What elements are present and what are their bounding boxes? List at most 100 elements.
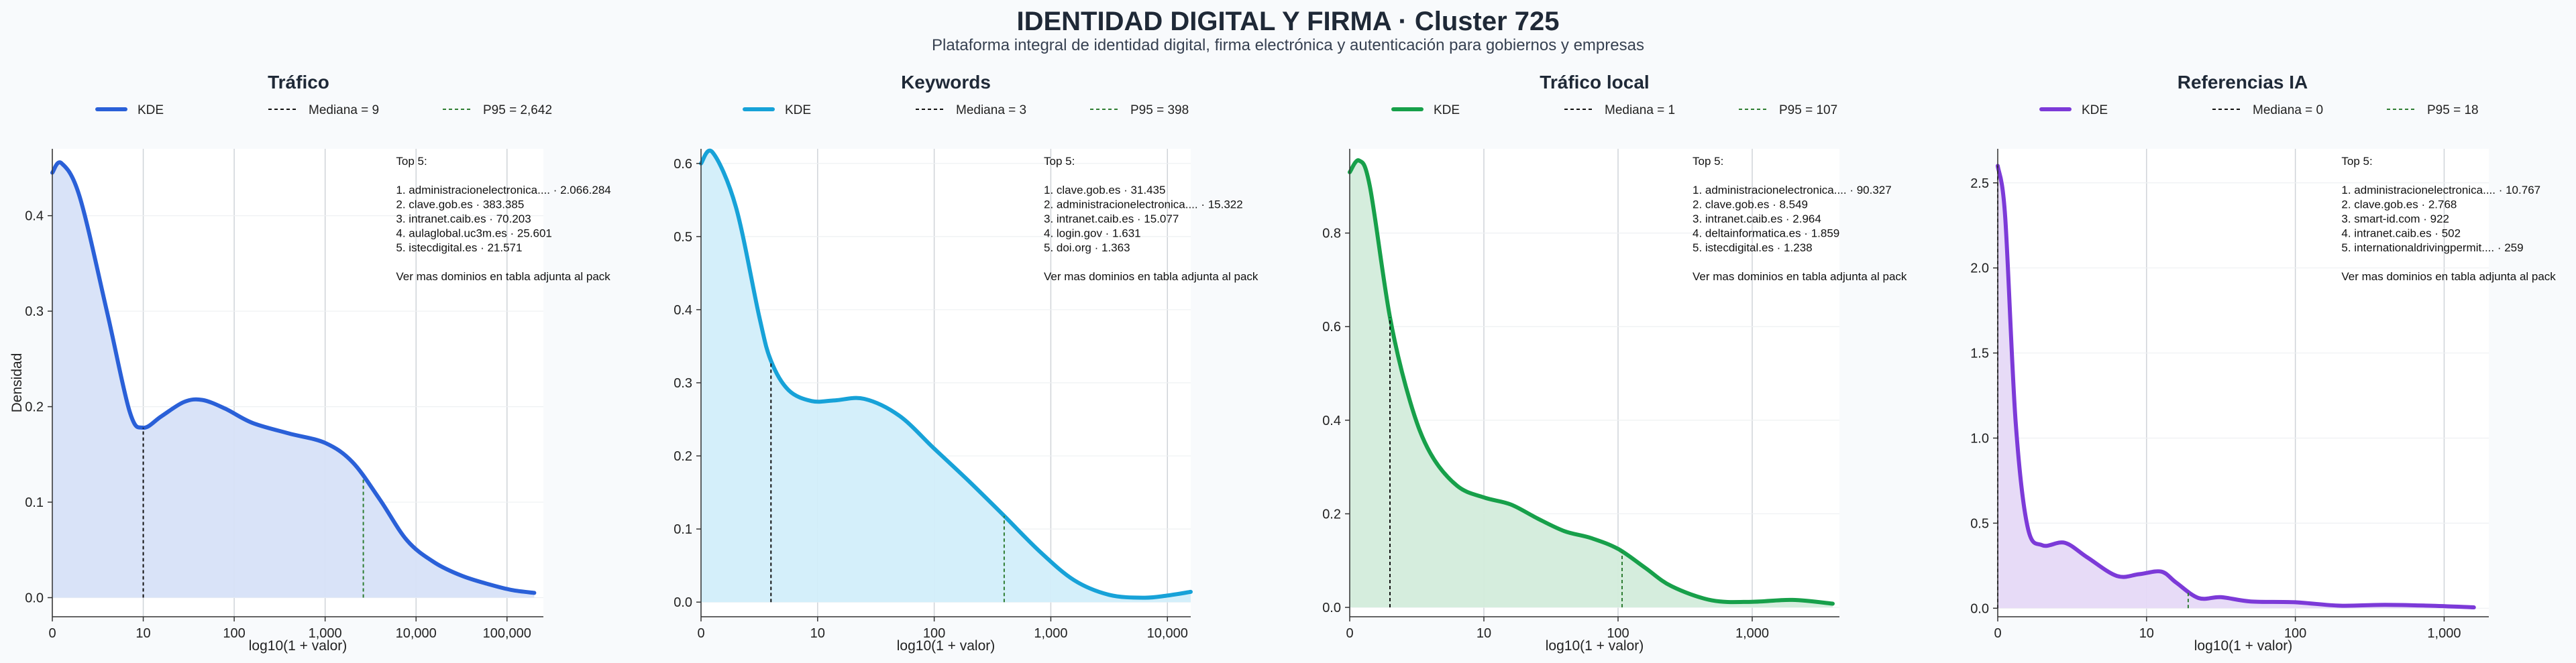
y-tick-label: 0.3: [674, 376, 692, 391]
top5-annotation-line: Top 5:: [396, 155, 427, 168]
x-axis-label: log10(1 + valor): [2194, 638, 2293, 654]
x-tick-label: 10: [1477, 626, 1491, 641]
top5-annotation-line: Ver mas dominios en tabla adjunta al pac…: [1693, 270, 1907, 283]
x-tick-label: 100,000: [483, 626, 531, 641]
top5-annotation-line: Ver mas dominios en tabla adjunta al pac…: [396, 270, 610, 283]
y-tick-label: 0.2: [674, 449, 692, 464]
top5-annotation-line: 5. istecdigital.es · 1.238: [1693, 241, 1813, 254]
plot-area: [1998, 149, 2489, 617]
top5-annotation-line: Top 5:: [1693, 155, 1723, 168]
x-tick-label: 0: [697, 626, 704, 641]
kde-line: [1996, 164, 2476, 609]
kde-line: [699, 148, 1193, 600]
y-tick-label: 0.8: [1322, 227, 1341, 241]
legend-label: KDE: [1434, 103, 1460, 117]
top5-annotation-line: 4. intranet.caib.es · 502: [2341, 227, 2461, 240]
x-tick-label: 100: [1607, 626, 1629, 641]
panel-title: Referencias IA: [2178, 72, 2308, 93]
y-tick-label: 0.0: [1322, 601, 1341, 615]
kde-area: [701, 150, 1191, 603]
x-axis-label: log10(1 + valor): [897, 638, 996, 654]
legend-label: P95 = 18: [2427, 103, 2479, 117]
x-tick-label: 1,000: [1034, 626, 1067, 641]
y-tick-label: 0.6: [1322, 320, 1341, 335]
y-tick-label: 0.3: [25, 304, 44, 319]
top5-annotation-line: 3. intranet.caib.es · 70.203: [396, 213, 531, 225]
y-tick-label: 0.1: [674, 522, 692, 537]
y-tick-label: 0.1: [25, 495, 44, 510]
top5-annotation-line: Ver mas dominios en tabla adjunta al pac…: [2341, 270, 2556, 283]
top5-annotation-line: Top 5:: [1044, 155, 1075, 168]
top5-annotation-line: 3. intranet.caib.es · 15.077: [1044, 213, 1179, 225]
chart-panel-4: 0 10 100 1,000 0.0 0.5 1.0 1.5 2.0 2.5 log10(1 + v…: [1970, 72, 2556, 654]
y-tick-label: 0.5: [1970, 516, 1989, 531]
top5-annotation-line: 2. clave.gob.es · 8.549: [1693, 198, 1808, 211]
x-tick-label: 0: [48, 626, 56, 641]
x-axis-label: log10(1 + valor): [1546, 638, 1644, 654]
x-tick-label: 10: [136, 626, 150, 641]
x-axis-label: log10(1 + valor): [249, 638, 347, 654]
top5-annotation-line: 5. istecdigital.es · 21.571: [396, 241, 522, 254]
kde-area: [1350, 160, 1833, 608]
top5-annotation-line: Top 5:: [2341, 155, 2372, 168]
chart-panel-1: 0 10 100 1,000 10,000 100,000 0.0 0.1 0.2 0.3 0.4 l…: [9, 72, 611, 654]
top5-annotation-line: 2. administracionelectronica.... · 15.32…: [1044, 198, 1243, 211]
y-axis-label: Densidad: [9, 353, 25, 413]
panel-title: Keywords: [901, 72, 991, 93]
legend-label: KDE: [2082, 103, 2108, 117]
legend-label: P95 = 398: [1130, 103, 1189, 117]
legend-label: Mediana = 0: [2253, 103, 2323, 117]
legend-label: KDE: [785, 103, 811, 117]
y-tick-label: 0.4: [674, 303, 692, 318]
x-tick-label: 1,000: [1735, 626, 1769, 641]
top5-annotation-line: 2. clave.gob.es · 2.768: [2341, 198, 2457, 211]
y-tick-label: 0.6: [674, 157, 692, 172]
y-tick-label: 0.0: [1970, 601, 1989, 616]
top5-annotation-line: 5. internationaldrivingpermit.... · 259: [2341, 241, 2523, 254]
top5-annotation-line: 4. deltainformatica.es · 1.859: [1693, 227, 1839, 240]
x-tick-label: 1,000: [309, 626, 342, 641]
y-tick-label: 1.5: [1970, 347, 1989, 361]
x-tick-label: 100: [923, 626, 945, 641]
top5-annotation-line: 1. clave.gob.es · 31.435: [1044, 184, 1165, 196]
x-tick-label: 100: [2284, 626, 2306, 641]
top5-annotation-line: 1. administracionelectronica.... · 10.76…: [2341, 184, 2540, 196]
top5-annotation-line: 1. administracionelectronica.... · 90.32…: [1693, 184, 1892, 196]
x-tick-label: 10,000: [396, 626, 437, 641]
kde-line: [1348, 158, 1835, 606]
y-tick-label: 0.5: [674, 230, 692, 245]
y-tick-label: 1.0: [1970, 431, 1989, 446]
kde-area: [52, 162, 535, 598]
legend-label: KDE: [138, 103, 164, 117]
chart-panel-3: 0 10 100 1,000 0.0 0.2 0.4 0.6 0.8 log10(1 + valo…: [1322, 72, 1907, 654]
top5-annotation-line: 4. login.gov · 1.631: [1044, 227, 1141, 240]
y-tick-label: 0.2: [1322, 507, 1341, 522]
chart-panel-2: 0 10 100 1,000 10,000 0.0 0.1 0.2 0.3 0.4 0.5 0.6 lo…: [674, 72, 1258, 654]
y-tick-label: 0.2: [25, 400, 44, 415]
y-tick-label: 0.4: [25, 209, 44, 224]
kde-line: [50, 160, 537, 595]
top5-annotation-line: 5. doi.org · 1.363: [1044, 241, 1130, 254]
y-tick-label: 2.5: [1970, 176, 1989, 191]
legend-label: Mediana = 3: [956, 103, 1026, 117]
y-tick-label: 0.0: [674, 595, 692, 610]
figure-title: IDENTIDAD DIGITAL Y FIRMA · Cluster 725: [1016, 7, 1560, 36]
legend-label: Mediana = 1: [1605, 103, 1675, 117]
legend-label: P95 = 2,642: [483, 103, 552, 117]
panel-title: Tráfico: [268, 72, 329, 93]
x-tick-label: 0: [1994, 626, 2001, 641]
legend-label: P95 = 107: [1779, 103, 1837, 117]
legend-label: Mediana = 9: [309, 103, 379, 117]
top5-annotation-line: Ver mas dominios en tabla adjunta al pac…: [1044, 270, 1258, 283]
x-tick-label: 10: [810, 626, 825, 641]
panel-title: Tráfico local: [1540, 72, 1649, 93]
x-tick-label: 0: [1346, 626, 1353, 641]
top5-annotation-line: 1. administracionelectronica.... · 2.066…: [396, 184, 610, 196]
y-tick-label: 2.0: [1970, 261, 1989, 276]
top5-annotation-line: 3. smart-id.com · 922: [2341, 213, 2449, 225]
x-tick-label: 100: [223, 626, 245, 641]
x-tick-label: 1,000: [2427, 626, 2461, 641]
top5-annotation-line: 3. intranet.caib.es · 2.964: [1693, 213, 1821, 225]
